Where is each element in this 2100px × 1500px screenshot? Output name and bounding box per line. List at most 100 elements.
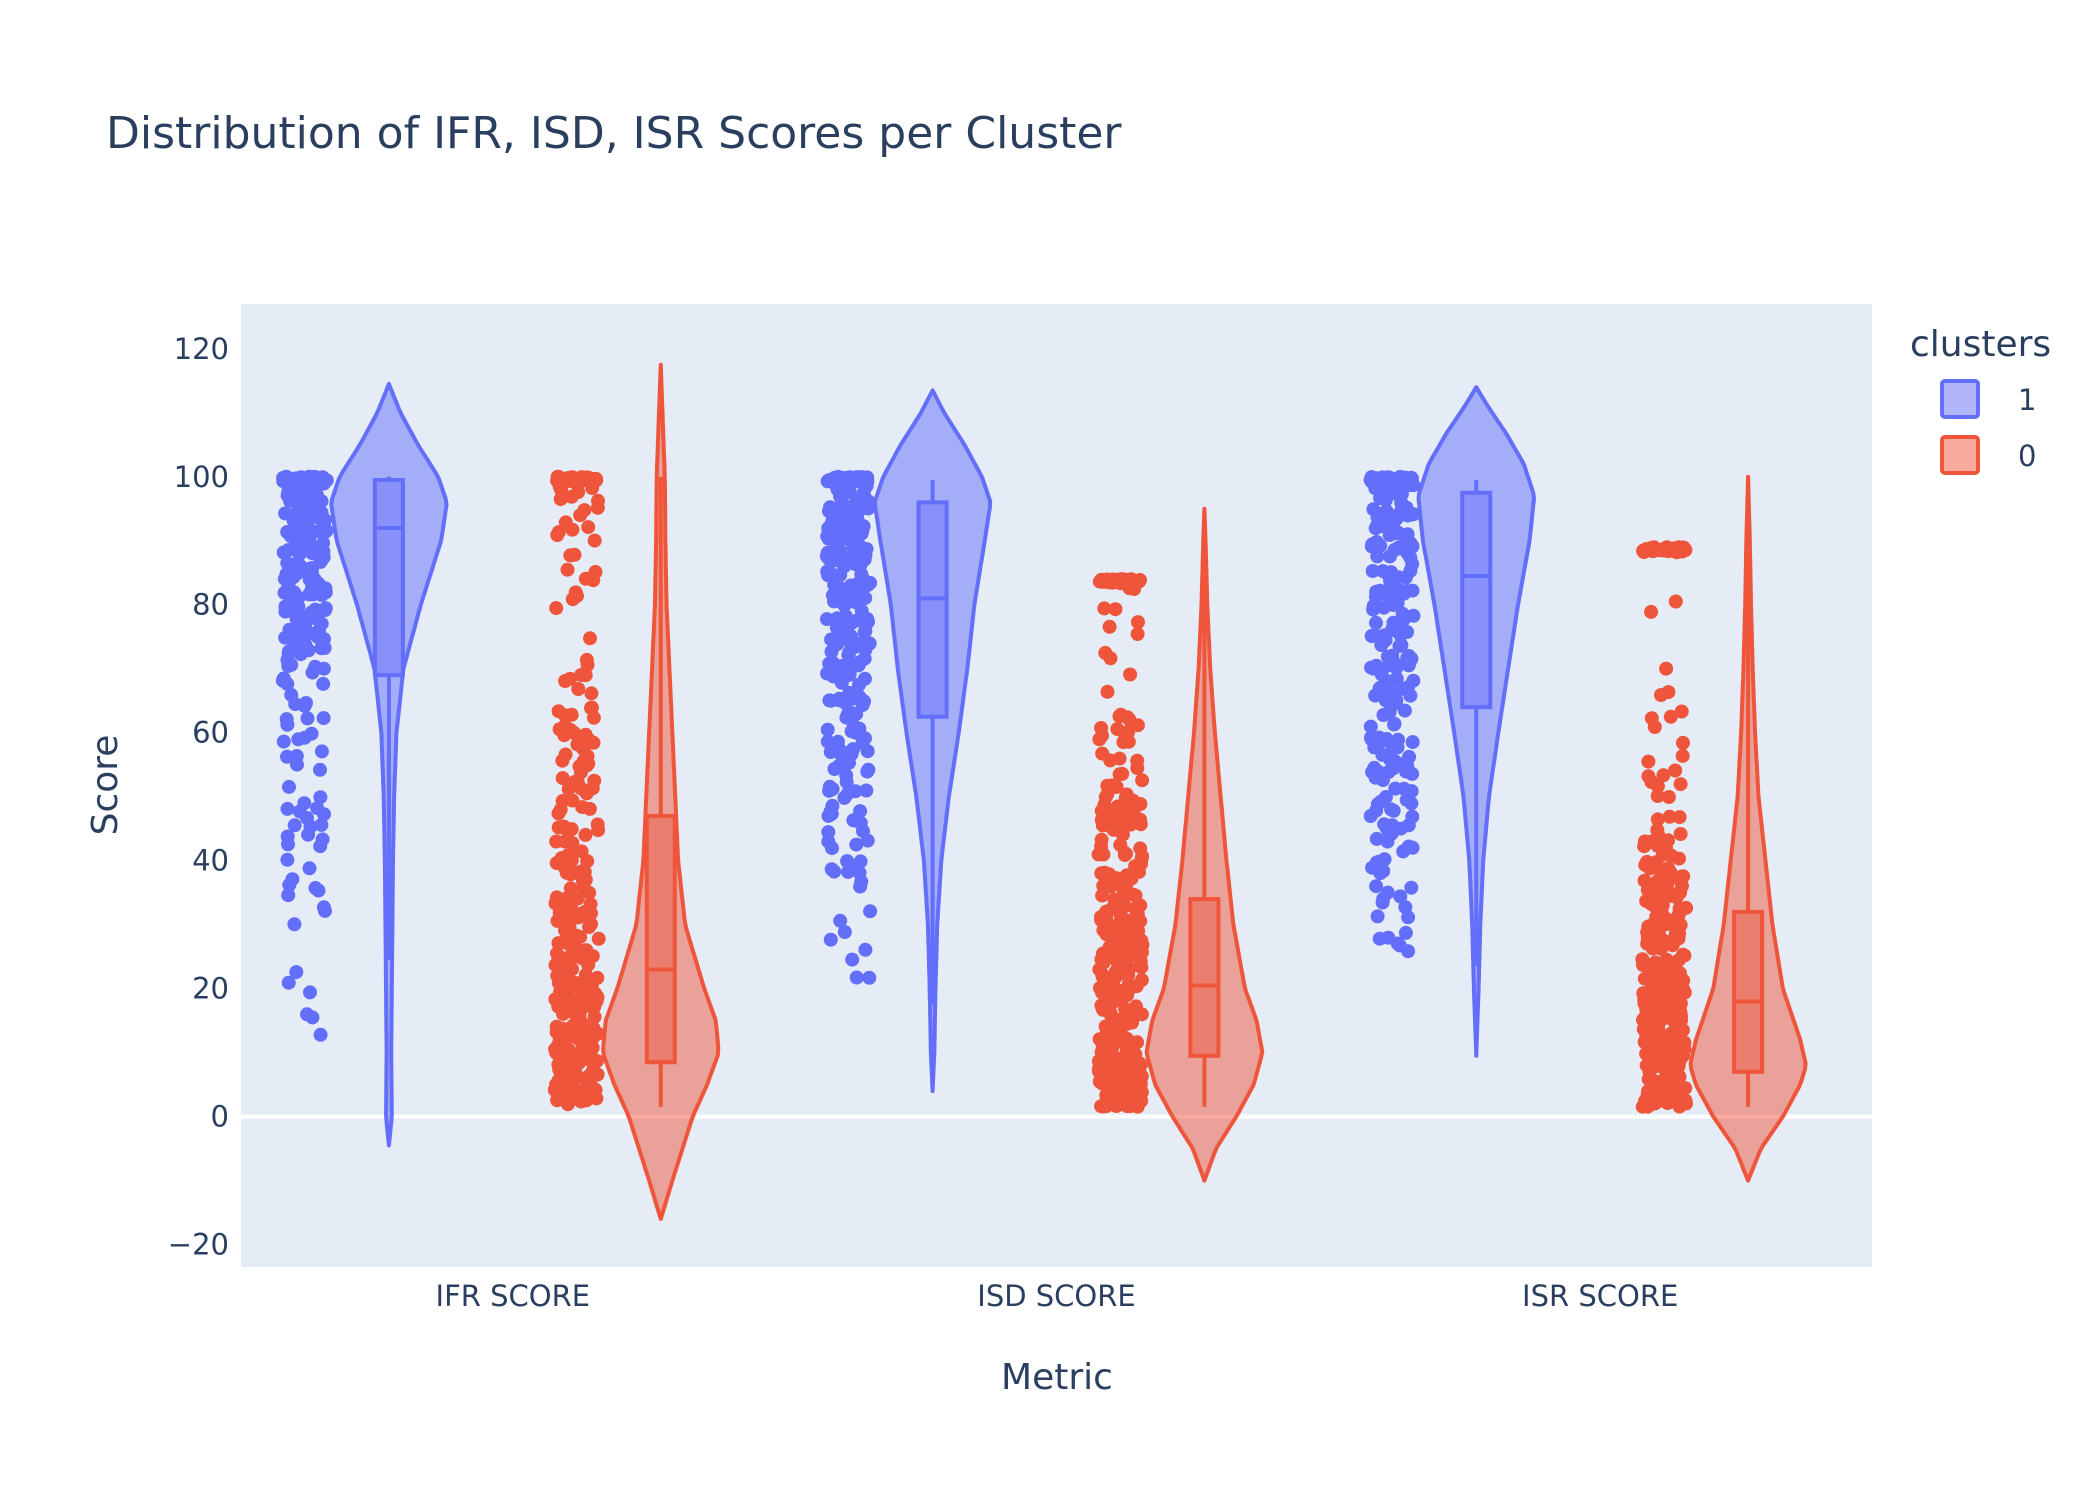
data-point — [1404, 796, 1419, 811]
data-point — [1363, 719, 1378, 734]
data-point — [276, 671, 291, 686]
data-point — [1638, 1094, 1653, 1109]
data-point — [304, 502, 319, 517]
legend[interactable]: clusters 10 — [1910, 324, 2051, 475]
data-point — [858, 942, 873, 957]
data-point — [280, 556, 295, 571]
data-point — [575, 993, 590, 1008]
data-point — [1395, 606, 1410, 621]
data-point — [588, 986, 603, 1001]
data-point — [577, 471, 592, 486]
data-point — [308, 881, 323, 895]
data-point — [1113, 933, 1128, 948]
data-point — [1406, 673, 1421, 688]
data-point — [284, 687, 299, 702]
points — [819, 469, 878, 985]
data-point — [550, 954, 565, 969]
box-iqr — [372, 477, 405, 678]
data-point — [580, 749, 595, 764]
data-point — [1116, 1011, 1131, 1025]
legend-label: 0 — [2018, 439, 2036, 473]
data-point — [1134, 1093, 1149, 1108]
plot-layer — [241, 362, 1872, 1221]
data-point — [1676, 735, 1690, 750]
data-point — [574, 668, 589, 682]
data-point — [299, 696, 313, 710]
data-point — [555, 753, 570, 768]
data-point — [1403, 535, 1418, 550]
data-point — [591, 493, 605, 508]
data-point — [569, 928, 584, 943]
data-point — [1104, 804, 1118, 819]
data-point — [1648, 1074, 1663, 1089]
data-point — [839, 775, 854, 790]
data-point — [571, 1032, 586, 1047]
data-point — [551, 1057, 566, 1072]
data-point — [1644, 711, 1659, 726]
data-point — [825, 782, 840, 797]
data-point — [1129, 999, 1143, 1014]
data-point — [1676, 1048, 1691, 1063]
data-point — [313, 1027, 328, 1042]
data-point — [313, 762, 327, 777]
violin-group-isr-score-cluster-0[interactable] — [1635, 474, 1808, 1183]
data-point — [1653, 870, 1668, 885]
data-point — [307, 572, 322, 587]
data-point — [570, 891, 585, 906]
data-point — [291, 599, 306, 614]
data-point — [1397, 781, 1411, 796]
data-point — [1109, 1099, 1124, 1113]
legend-items[interactable]: 10 — [1940, 379, 2036, 475]
data-point — [861, 762, 876, 777]
data-point — [1097, 865, 1112, 880]
points — [275, 469, 334, 1042]
data-point — [282, 779, 296, 794]
data-point — [302, 861, 317, 876]
data-point — [1398, 925, 1413, 940]
data-point — [1403, 550, 1418, 565]
violin-group-isd-score-cluster-1[interactable] — [819, 388, 993, 1093]
data-point — [1664, 965, 1679, 980]
data-point — [1644, 981, 1659, 995]
data-point — [587, 1009, 602, 1024]
data-point — [1368, 628, 1383, 643]
violin-group-ifr-score-cluster-1[interactable] — [275, 382, 449, 1148]
data-point — [1123, 817, 1138, 832]
data-point — [1661, 790, 1676, 804]
data-point — [1123, 667, 1138, 682]
data-point — [1372, 931, 1387, 946]
data-point — [1674, 704, 1689, 719]
data-point — [860, 474, 874, 489]
data-point — [587, 773, 602, 788]
data-point — [319, 523, 334, 538]
data-point — [853, 636, 868, 651]
data-point — [557, 819, 571, 834]
data-point — [1102, 918, 1117, 933]
violin-group-ifr-score-cluster-0[interactable] — [547, 362, 721, 1221]
data-point — [558, 674, 573, 688]
data-point — [1677, 1035, 1692, 1050]
data-point — [289, 965, 304, 980]
data-point — [287, 917, 302, 932]
data-point — [297, 730, 312, 745]
violin-group-isd-score-cluster-0[interactable] — [1091, 506, 1265, 1183]
legend-item-1[interactable]: 1 — [1940, 379, 2036, 419]
data-point — [590, 817, 605, 832]
data-point — [583, 631, 597, 646]
data-point — [1640, 925, 1655, 940]
data-point — [832, 691, 847, 706]
data-point — [1644, 775, 1659, 790]
data-point — [1104, 901, 1119, 916]
violin-group-isr-score-cluster-1[interactable] — [1363, 385, 1536, 1058]
data-point — [555, 1026, 570, 1041]
data-point — [1095, 746, 1110, 761]
chart-title: Distribution of IFR, ISD, ISR Scores per… — [106, 108, 1122, 159]
plot-area — [241, 304, 1872, 1267]
data-point — [549, 601, 564, 616]
data-point — [553, 984, 568, 999]
legend-item-0[interactable]: 0 — [1940, 435, 2036, 475]
legend-label: 1 — [2018, 383, 2036, 417]
data-point — [571, 682, 586, 696]
data-point — [823, 932, 838, 947]
data-point — [298, 615, 313, 630]
